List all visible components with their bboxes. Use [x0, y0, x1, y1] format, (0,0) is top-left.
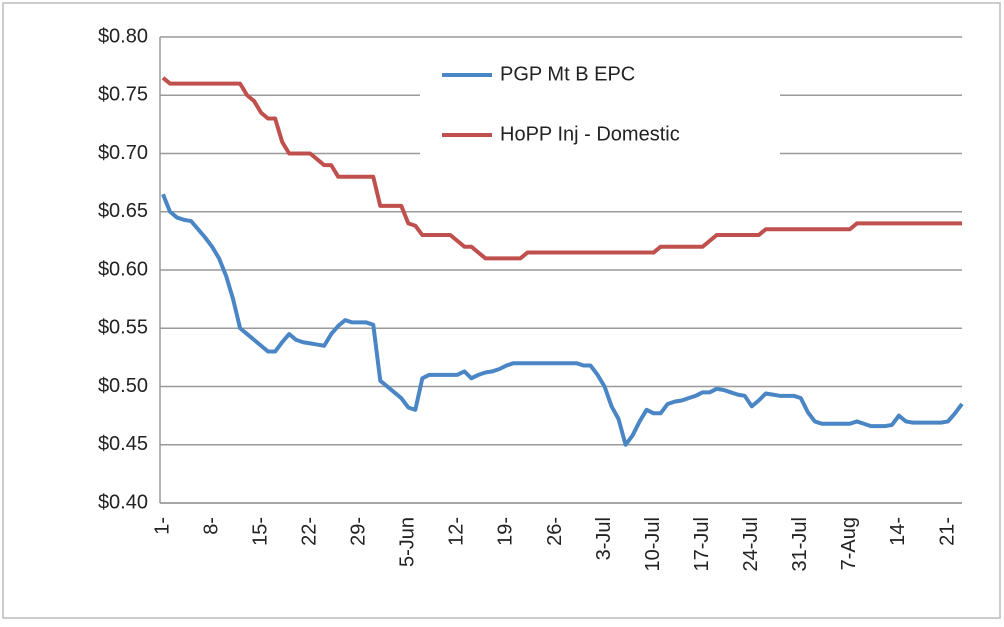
line-series: [161, 76, 962, 261]
x-tick-label: 12-: [446, 517, 468, 546]
x-tick-label: 19-: [495, 517, 517, 546]
x-tick-label: 14-: [887, 517, 909, 546]
y-tick-label: $0.80: [98, 25, 148, 47]
y-tick-label: $0.70: [98, 142, 148, 164]
x-tick-label: 10-Jul: [642, 517, 664, 571]
x-tick-label: 7-Aug: [838, 517, 860, 570]
y-tick-label: $0.75: [98, 84, 148, 106]
legend-box: [420, 53, 780, 161]
x-tick-label: 21-: [936, 517, 958, 546]
y-tick-label: $0.60: [98, 258, 148, 280]
x-tick-label: 3-Jul: [593, 517, 615, 560]
x-tick-label: 17-Jul: [691, 517, 713, 571]
y-tick-label: $0.65: [98, 200, 148, 222]
x-tick-label: 1-: [151, 517, 173, 535]
y-tick-label: $0.55: [98, 317, 148, 339]
x-tick-label: 29-: [348, 517, 370, 546]
x-tick-label: 15-: [249, 517, 271, 546]
x-tick-label: 5-Jun: [397, 517, 419, 567]
legend-label: HoPP Inj - Domestic: [500, 123, 680, 145]
x-tick-label: 8-: [200, 517, 222, 535]
x-tick-label: 26-: [544, 517, 566, 546]
legend-label: PGP Mt B EPC: [500, 63, 635, 85]
x-tick-label: 31-Jul: [789, 517, 811, 571]
y-tick-label: $0.40: [98, 491, 148, 513]
y-tick-label: $0.45: [98, 433, 148, 455]
x-tick-label: 22-: [298, 517, 320, 546]
line-series: [161, 193, 964, 447]
x-tick-label: 24-Jul: [740, 517, 762, 571]
y-tick-label: $0.50: [98, 375, 148, 397]
